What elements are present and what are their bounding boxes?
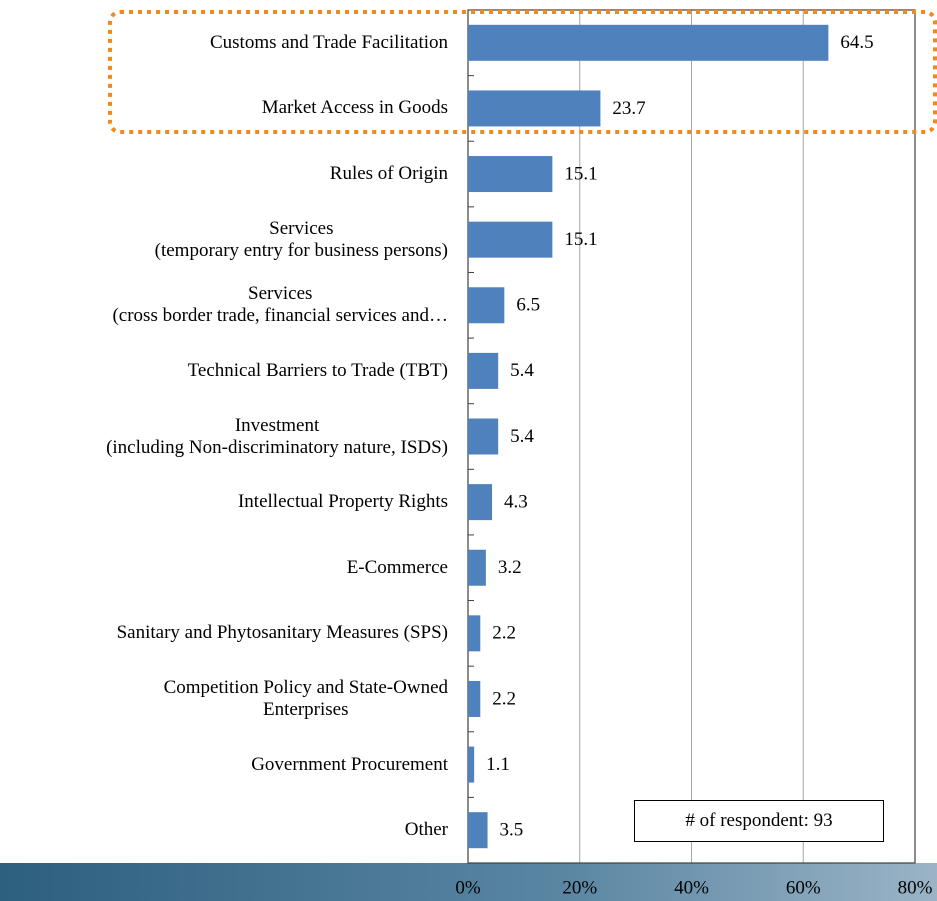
category-label-box: Market Access in Goods	[0, 78, 448, 138]
bar	[468, 484, 493, 521]
category-label-box: Technical Barriers to Trade (TBT)	[0, 341, 448, 401]
bar	[468, 287, 505, 324]
category-label-box: Customs and Trade Facilitation	[0, 13, 448, 73]
category-label-box: Investment (including Non-discriminatory…	[0, 407, 448, 467]
category-label: Services (temporary entry for business p…	[154, 217, 448, 261]
category-label-box: Government Procurement	[0, 735, 448, 795]
category-label: Investment (including Non-discriminatory…	[106, 414, 448, 458]
value-label: 6.5	[516, 295, 540, 316]
footer-band	[0, 863, 937, 901]
category-label-box: Rules of Origin	[0, 144, 448, 204]
category-label: Customs and Trade Facilitation	[209, 31, 448, 53]
value-label: 2.2	[492, 688, 516, 709]
category-label: Intellectual Property Rights	[237, 491, 448, 513]
x-tick-label: 80%	[898, 877, 933, 898]
bar	[468, 812, 488, 849]
bar	[468, 221, 553, 258]
value-label: 2.2	[492, 623, 516, 644]
category-label: Other	[404, 819, 448, 841]
category-label-box: Sanitary and Phytosanitary Measures (SPS…	[0, 603, 448, 663]
value-label: 15.1	[564, 229, 597, 250]
bar	[468, 156, 553, 193]
bar	[468, 90, 601, 127]
value-label: 4.3	[504, 491, 528, 512]
value-label: 3.2	[498, 557, 522, 578]
category-label-box: E-Commerce	[0, 538, 448, 598]
bar	[468, 549, 486, 586]
category-label: Rules of Origin	[329, 163, 448, 185]
bar	[468, 418, 499, 455]
bar	[468, 746, 475, 783]
bar	[468, 352, 499, 389]
category-label-box: Intellectual Property Rights	[0, 472, 448, 532]
category-label-box: Services (cross border trade, financial …	[0, 275, 448, 335]
bar	[468, 24, 829, 61]
category-label-box: Services (temporary entry for business p…	[0, 210, 448, 270]
value-label: 1.1	[486, 754, 510, 775]
value-label: 23.7	[612, 98, 645, 119]
value-label: 64.5	[840, 32, 873, 53]
value-label: 5.4	[510, 360, 534, 381]
annotation-text: # of respondent: 93	[685, 810, 833, 831]
value-label: 5.4	[510, 426, 534, 447]
category-label-box: Competition Policy and State-Owned Enter…	[0, 669, 448, 729]
category-label-box: Other	[0, 800, 448, 860]
category-label: E-Commerce	[346, 556, 448, 578]
plot	[467, 9, 916, 864]
x-tick-label: 20%	[562, 877, 597, 898]
category-label: Sanitary and Phytosanitary Measures (SPS…	[116, 622, 448, 644]
bar	[468, 680, 481, 717]
x-tick-label: 60%	[786, 877, 821, 898]
value-label: 3.5	[500, 820, 524, 841]
category-label: Competition Policy and State-Owned Enter…	[163, 676, 448, 720]
category-label: Services (cross border trade, financial …	[112, 283, 448, 327]
x-tick-label: 0%	[455, 877, 481, 898]
category-label: Government Procurement	[251, 753, 448, 775]
x-tick-label: 40%	[674, 877, 709, 898]
category-label: Technical Barriers to Trade (TBT)	[187, 359, 448, 381]
bar	[468, 615, 481, 652]
annotation: # of respondent: 93	[634, 800, 884, 842]
category-label: Market Access in Goods	[261, 97, 448, 119]
value-label: 15.1	[564, 163, 597, 184]
